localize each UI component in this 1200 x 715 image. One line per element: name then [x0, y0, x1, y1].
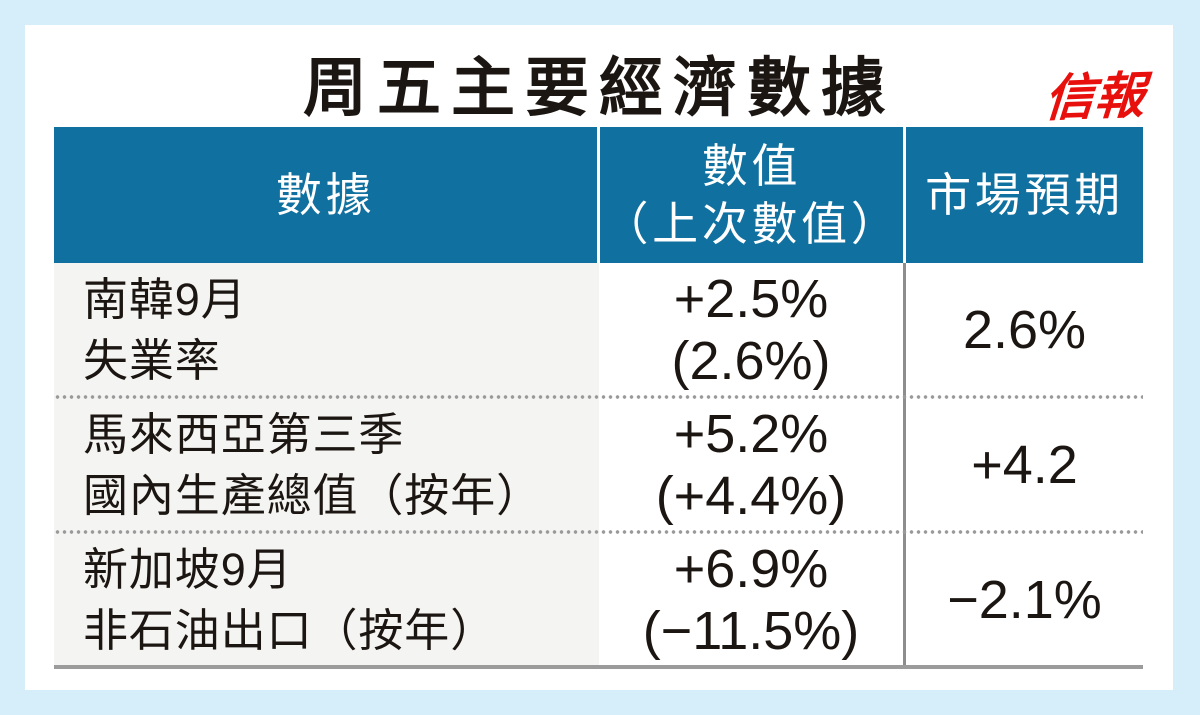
table-header-row: 數據 數值 （上次數值） 市場預期	[54, 127, 1143, 263]
row-forecast-value: 2.6%	[962, 299, 1087, 360]
row-previous-value: (2.6%)	[671, 330, 831, 391]
publication-logo: 信報	[1042, 65, 1147, 128]
header-cell-value: 數值 （上次數值）	[600, 127, 903, 263]
row-label: 馬來西亞第三季 國內生產總值（按年）	[83, 399, 583, 531]
row-separator-dotted	[54, 529, 1143, 535]
table-row-malaysia-gdp: 馬來西亞第三季 國內生產總值（按年） +5.2% (+4.4%) +4.2	[54, 399, 1143, 531]
header-cell-indicator: 數據	[54, 127, 597, 263]
row-label-line2: 失業率	[83, 334, 221, 386]
header-value-label-line2: （上次數值）	[602, 198, 901, 250]
table-row-singapore-exports: 新加坡9月 非石油出口（按年） +6.9% (−11.5%) −2.1%	[54, 534, 1143, 665]
row-previous-value: (−11.5%)	[642, 600, 860, 661]
header-forecast-label: 市場預期	[925, 169, 1124, 221]
page-title: 周五主要經濟數據	[303, 52, 895, 124]
row-current-value: +2.5%	[673, 268, 829, 329]
row-label-line1: 新加坡9月	[83, 543, 293, 595]
row-value-cell: +2.5% (2.6%)	[599, 263, 903, 396]
row-value-cell: +5.2% (+4.4%)	[599, 399, 903, 531]
label-column-shade	[54, 263, 599, 665]
row-label-line2: 非石油出口（按年）	[83, 604, 497, 656]
header-divider	[903, 127, 906, 263]
row-forecast-cell: −2.1%	[906, 534, 1143, 665]
header-indicator-label: 數據	[275, 169, 376, 221]
row-label-line1: 南韓9月	[83, 273, 247, 325]
table-row-korea-unemployment: 南韓9月 失業率 +2.5% (2.6%) 2.6%	[54, 263, 1143, 396]
header-cell-forecast: 市場預期	[906, 127, 1143, 263]
row-value-cell: +6.9% (−11.5%)	[599, 534, 903, 665]
header-value-label-line1: 數值	[701, 140, 802, 192]
content-card: 周五主要經濟數據 信報 數據 數值 （上次數值） 市場預期	[25, 25, 1173, 690]
row-forecast-value: −2.1%	[947, 569, 1102, 630]
row-forecast-cell: 2.6%	[906, 263, 1143, 396]
row-forecast-value: +4.2	[971, 435, 1078, 495]
row-label-line2: 國內生產總值（按年）	[83, 470, 543, 521]
table-body: 南韓9月 失業率 +2.5% (2.6%) 2.6% 馬來西亞第三季	[54, 263, 1143, 669]
economic-data-table: 數據 數值 （上次數值） 市場預期 南韓9月 失業率	[54, 127, 1143, 669]
row-previous-value: (+4.4%)	[655, 466, 847, 526]
row-label-line1: 馬來西亞第三季	[83, 409, 405, 460]
row-label: 新加坡9月 非石油出口（按年）	[83, 534, 583, 665]
column-divider-line	[903, 263, 906, 665]
header-divider	[597, 127, 600, 263]
row-current-value: +6.9%	[673, 538, 829, 599]
row-separator-dotted	[54, 394, 1143, 400]
row-current-value: +5.2%	[673, 404, 829, 464]
row-label: 南韓9月 失業率	[83, 263, 583, 396]
row-forecast-cell: +4.2	[906, 399, 1143, 531]
